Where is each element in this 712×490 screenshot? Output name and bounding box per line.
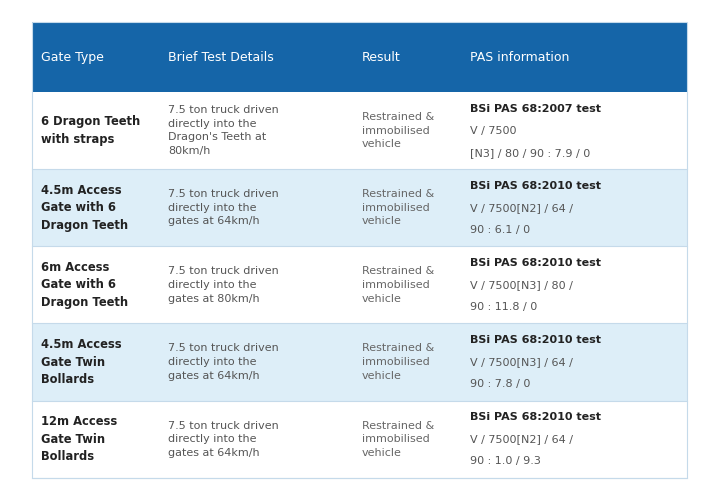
Text: Restrained &
immobilised
vehicle: Restrained & immobilised vehicle: [362, 189, 434, 226]
Text: V / 7500[N3] / 80 /: V / 7500[N3] / 80 /: [470, 280, 572, 290]
Text: 6m Access
Gate with 6
Dragon Teeth: 6m Access Gate with 6 Dragon Teeth: [41, 261, 127, 309]
Text: 7.5 ton truck driven
directly into the
gates at 64km/h: 7.5 ton truck driven directly into the g…: [168, 189, 279, 226]
Text: 4.5m Access
Gate with 6
Dragon Teeth: 4.5m Access Gate with 6 Dragon Teeth: [41, 184, 127, 232]
Text: PAS information: PAS information: [470, 50, 569, 64]
Text: Restrained &
immobilised
vehicle: Restrained & immobilised vehicle: [362, 420, 434, 458]
Text: 7.5 ton truck driven
directly into the
gates at 64km/h: 7.5 ton truck driven directly into the g…: [168, 420, 279, 458]
Text: 7.5 ton truck driven
directly into the
gates at 64km/h: 7.5 ton truck driven directly into the g…: [168, 343, 279, 381]
Text: BSi PAS 68:2007 test: BSi PAS 68:2007 test: [470, 103, 601, 114]
Text: BSi PAS 68:2010 test: BSi PAS 68:2010 test: [470, 258, 601, 268]
Text: V / 7500[N2] / 64 /: V / 7500[N2] / 64 /: [470, 434, 572, 444]
Text: Restrained &
immobilised
vehicle: Restrained & immobilised vehicle: [362, 112, 434, 149]
Text: 4.5m Access
Gate Twin
Bollards: 4.5m Access Gate Twin Bollards: [41, 338, 121, 386]
Text: Brief Test Details: Brief Test Details: [168, 50, 274, 64]
Text: [N3] / 80 / 90 : 7.9 / 0: [N3] / 80 / 90 : 7.9 / 0: [470, 147, 590, 158]
FancyBboxPatch shape: [32, 323, 687, 401]
Text: 90 : 6.1 / 0: 90 : 6.1 / 0: [470, 225, 530, 235]
Text: Gate Type: Gate Type: [41, 50, 103, 64]
Text: 12m Access
Gate Twin
Bollards: 12m Access Gate Twin Bollards: [41, 415, 117, 463]
Text: Restrained &
immobilised
vehicle: Restrained & immobilised vehicle: [362, 266, 434, 303]
FancyBboxPatch shape: [32, 246, 687, 323]
Text: BSi PAS 68:2010 test: BSi PAS 68:2010 test: [470, 412, 601, 422]
Text: Restrained &
immobilised
vehicle: Restrained & immobilised vehicle: [362, 343, 434, 381]
FancyBboxPatch shape: [32, 169, 687, 246]
Text: 90 : 11.8 / 0: 90 : 11.8 / 0: [470, 302, 537, 312]
Text: BSi PAS 68:2010 test: BSi PAS 68:2010 test: [470, 181, 601, 191]
FancyBboxPatch shape: [32, 22, 687, 92]
Text: 6 Dragon Teeth
with straps: 6 Dragon Teeth with straps: [41, 116, 140, 146]
Text: V / 7500[N3] / 64 /: V / 7500[N3] / 64 /: [470, 357, 572, 367]
Text: 90 : 7.8 / 0: 90 : 7.8 / 0: [470, 379, 530, 389]
FancyBboxPatch shape: [32, 92, 687, 169]
Text: V / 7500: V / 7500: [470, 125, 516, 136]
Text: 7.5 ton truck driven
directly into the
gates at 80km/h: 7.5 ton truck driven directly into the g…: [168, 266, 279, 303]
Text: V / 7500[N2] / 64 /: V / 7500[N2] / 64 /: [470, 203, 572, 213]
Text: BSi PAS 68:2010 test: BSi PAS 68:2010 test: [470, 335, 601, 345]
Text: 90 : 1.0 / 9.3: 90 : 1.0 / 9.3: [470, 456, 540, 466]
FancyBboxPatch shape: [32, 401, 687, 478]
Text: Result: Result: [362, 50, 400, 64]
Text: 7.5 ton truck driven
directly into the
Dragon's Teeth at
80km/h: 7.5 ton truck driven directly into the D…: [168, 105, 279, 156]
